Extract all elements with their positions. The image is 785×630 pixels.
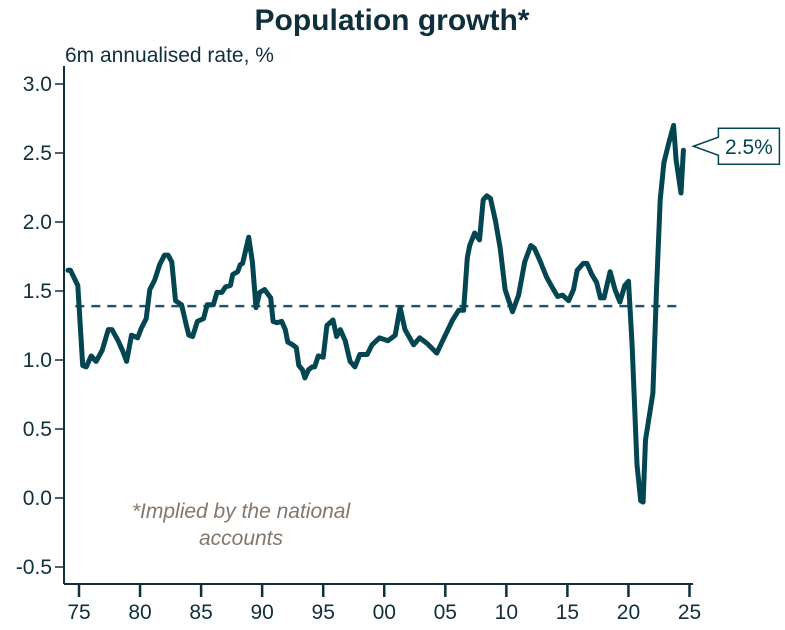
x-tick-label: 85 xyxy=(189,601,212,624)
y-tick-label: 1.5 xyxy=(23,280,52,303)
callout-label: 2.5% xyxy=(725,136,773,159)
y-tick-label: -0.5 xyxy=(16,556,52,579)
y-tick-label: 2.0 xyxy=(23,211,52,234)
y-tick-label: 2.5 xyxy=(23,142,52,165)
x-tick-label: 10 xyxy=(495,601,518,624)
x-tick-label: 15 xyxy=(556,601,579,624)
footnote-line-1: *Implied by the national xyxy=(132,500,352,523)
y-tick-label: 0.5 xyxy=(23,418,52,441)
chart-title: Population growth* xyxy=(255,4,530,37)
y-tick-label: 3.0 xyxy=(23,73,52,96)
y-tick-label: 0.0 xyxy=(23,487,52,510)
x-tick-label: 75 xyxy=(67,601,90,624)
callout-box xyxy=(691,127,781,165)
x-tick-label: 80 xyxy=(128,601,151,624)
population-growth-line xyxy=(65,122,686,505)
x-axis-ticks: 75 80 85 90 95 00 05 10 15 20 25 xyxy=(67,584,701,624)
x-tick-label: 00 xyxy=(373,601,396,624)
x-tick-label: 20 xyxy=(617,601,640,624)
y-axis-subtitle: 6m annualised rate, % xyxy=(65,44,274,67)
latest-value-callout: 2.5% xyxy=(691,127,781,165)
x-tick-label: 90 xyxy=(250,601,273,624)
y-axis-ticks: 3.0 2.5 2.0 1.5 1.0 0.5 0.0 -0.5 xyxy=(16,73,64,579)
x-tick-label: 25 xyxy=(678,601,701,624)
x-tick-label: 05 xyxy=(434,601,457,624)
footnote-line-2: accounts xyxy=(199,527,284,550)
y-tick-label: 1.0 xyxy=(23,349,52,372)
x-tick-label: 95 xyxy=(312,601,335,624)
